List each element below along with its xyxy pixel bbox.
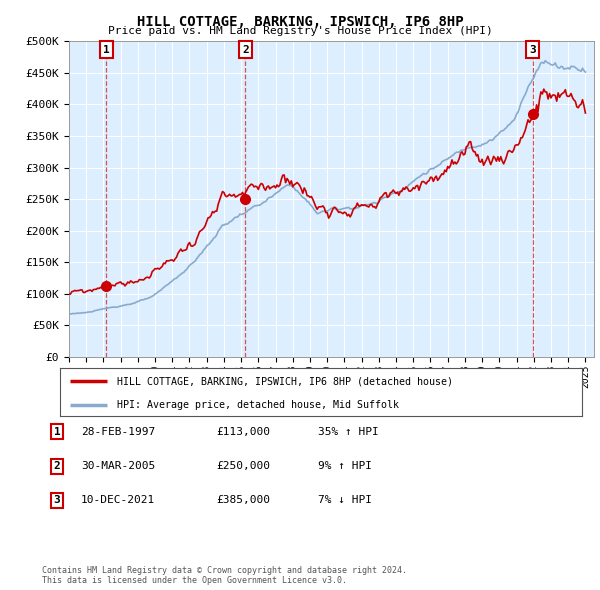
Text: HILL COTTAGE, BARKING, IPSWICH, IP6 8HP (detached house): HILL COTTAGE, BARKING, IPSWICH, IP6 8HP … bbox=[118, 376, 454, 386]
Text: 3: 3 bbox=[53, 496, 61, 505]
Text: HILL COTTAGE, BARKING, IPSWICH, IP6 8HP: HILL COTTAGE, BARKING, IPSWICH, IP6 8HP bbox=[137, 15, 463, 29]
Text: 7% ↓ HPI: 7% ↓ HPI bbox=[318, 496, 372, 505]
Text: 30-MAR-2005: 30-MAR-2005 bbox=[81, 461, 155, 471]
Text: £113,000: £113,000 bbox=[216, 427, 270, 437]
Text: £250,000: £250,000 bbox=[216, 461, 270, 471]
Text: Price paid vs. HM Land Registry's House Price Index (HPI): Price paid vs. HM Land Registry's House … bbox=[107, 26, 493, 36]
Text: £385,000: £385,000 bbox=[216, 496, 270, 505]
Text: 3: 3 bbox=[529, 44, 536, 54]
Text: 2: 2 bbox=[53, 461, 61, 471]
Text: 1: 1 bbox=[103, 44, 110, 54]
Text: 28-FEB-1997: 28-FEB-1997 bbox=[81, 427, 155, 437]
Text: 35% ↑ HPI: 35% ↑ HPI bbox=[318, 427, 379, 437]
Text: 2: 2 bbox=[242, 44, 249, 54]
Text: 9% ↑ HPI: 9% ↑ HPI bbox=[318, 461, 372, 471]
Text: HPI: Average price, detached house, Mid Suffolk: HPI: Average price, detached house, Mid … bbox=[118, 400, 400, 410]
Text: 1: 1 bbox=[53, 427, 61, 437]
Text: 10-DEC-2021: 10-DEC-2021 bbox=[81, 496, 155, 505]
Text: Contains HM Land Registry data © Crown copyright and database right 2024.
This d: Contains HM Land Registry data © Crown c… bbox=[42, 566, 407, 585]
